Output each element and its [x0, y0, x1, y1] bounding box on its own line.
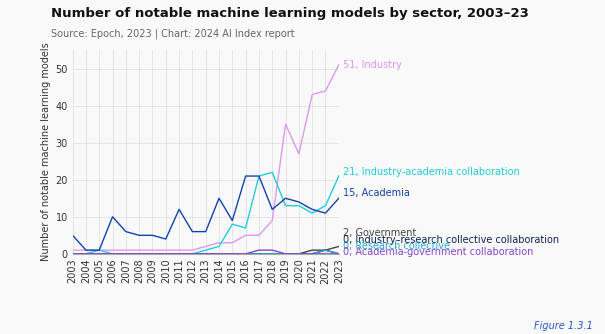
Text: 15, Academia: 15, Academia	[343, 188, 410, 198]
Text: Number of notable machine learning models by sector, 2003–23: Number of notable machine learning model…	[51, 7, 529, 20]
Text: Source: Epoch, 2023 | Chart: 2024 AI Index report: Source: Epoch, 2023 | Chart: 2024 AI Ind…	[51, 28, 295, 39]
Y-axis label: Number of notable machine learning models: Number of notable machine learning model…	[41, 43, 51, 261]
Text: 21, Industry-academia collaboration: 21, Industry-academia collaboration	[343, 167, 520, 177]
Text: 2, Government: 2, Government	[343, 228, 416, 238]
Text: 0, Industry–research collective collaboration: 0, Industry–research collective collabor…	[343, 235, 559, 245]
Text: 0, Academia-government collaboration: 0, Academia-government collaboration	[343, 246, 533, 257]
Text: 51, Industry: 51, Industry	[343, 60, 402, 70]
Text: Figure 1.3.1: Figure 1.3.1	[534, 321, 593, 331]
Text: 0, Research collective: 0, Research collective	[343, 241, 450, 251]
